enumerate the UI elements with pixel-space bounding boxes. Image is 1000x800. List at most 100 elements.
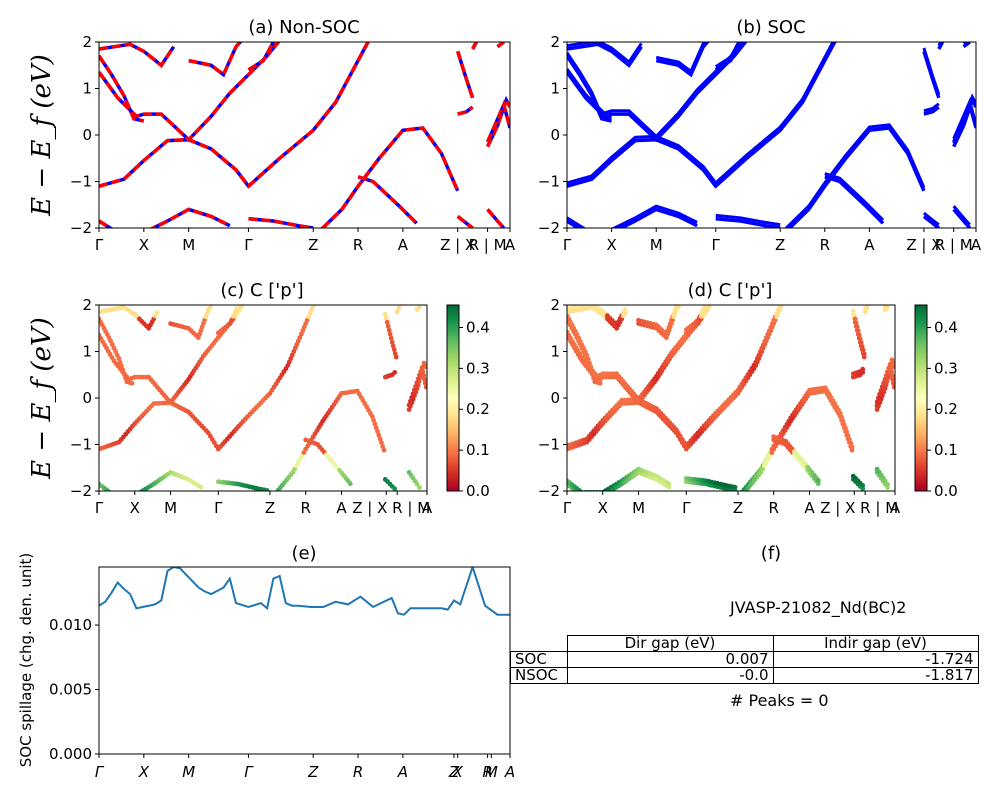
xtick-label: M (632, 499, 645, 517)
projection-point (815, 478, 821, 483)
projection-point (381, 447, 387, 453)
xtick-label: Z | X (440, 236, 475, 254)
projection-point (376, 432, 382, 438)
xtick-label: Z | X (906, 236, 941, 254)
ytick-label: 0 (550, 126, 560, 144)
projection-point (384, 319, 390, 325)
projection-point (392, 486, 398, 491)
projection-point (591, 372, 596, 377)
ytick-label: −2 (70, 482, 92, 500)
projection-point (891, 381, 895, 387)
projection-point (423, 384, 427, 390)
panel-d-frame (566, 304, 896, 492)
panel-d-title: (d) C ['p'] (688, 280, 773, 301)
ytick-label: 1 (550, 80, 560, 98)
projection-point (583, 493, 588, 498)
xtick-label: X (452, 763, 464, 781)
ytick-label: 2 (550, 33, 560, 51)
panel-a-ylabel: E − E_f (eV) (27, 54, 57, 217)
header-dir-gap: Dir gap (eV) (566, 635, 774, 652)
xtick-label: Z (733, 499, 743, 517)
projection-point (597, 380, 603, 386)
xtick-label: Γ (214, 499, 223, 517)
projection-point (885, 481, 890, 487)
xtick-label: X (138, 763, 150, 781)
projection-point (371, 417, 376, 423)
band-line (99, 207, 231, 228)
row-label-soc: SOC (510, 651, 568, 668)
projection-point (778, 305, 784, 309)
colorbar-label: 0.3 (934, 359, 958, 377)
band-line (485, 99, 510, 143)
projection-point (680, 296, 685, 301)
xtick-label: R (820, 236, 830, 254)
projection-point (888, 366, 894, 371)
projection-point (391, 347, 397, 352)
band-line (923, 102, 940, 113)
projection-point (882, 380, 888, 386)
panel-c-colorbar (446, 304, 460, 492)
projection-point (388, 335, 394, 341)
projection-point (874, 402, 880, 408)
projection-point (708, 305, 713, 307)
projection-point (369, 414, 375, 419)
band-line (567, 42, 748, 143)
projection-point (109, 491, 114, 496)
xtick-label: A (864, 236, 875, 254)
ytick-label: 0 (82, 389, 92, 407)
projection-point (858, 340, 864, 346)
projection-point (411, 387, 417, 393)
projection-point (422, 377, 427, 382)
projection-point (420, 369, 426, 374)
table-row: NSOC -0.0 -1.817 (510, 667, 979, 684)
band-line (923, 105, 940, 116)
xtick-label: Γ (244, 236, 253, 254)
xtick-label: Γ (563, 236, 572, 254)
projection-point (422, 380, 427, 386)
band-line (937, 42, 945, 50)
xtick-label: X (130, 499, 140, 517)
band-line (320, 126, 460, 228)
xtick-label: M (182, 763, 195, 781)
ytick-label: 0.010 (49, 616, 92, 634)
ytick-label: −1 (538, 436, 560, 454)
band-line (937, 42, 943, 47)
projection-point (861, 351, 867, 357)
ytick-label: 0.005 (49, 681, 92, 699)
projection-point (588, 364, 594, 370)
projection-point (264, 488, 270, 491)
xtick-label: Z (775, 236, 785, 254)
xtick-label: R (482, 763, 492, 781)
header-indir-gap: Indir gap (eV) (772, 635, 979, 652)
projection-point (577, 488, 582, 491)
panel-d-colorbar (914, 304, 928, 492)
projection-point (839, 414, 844, 420)
projection-point (887, 362, 893, 367)
projection-point (840, 418, 846, 424)
projection-point (314, 305, 316, 306)
projection-point (680, 299, 685, 304)
band-line (952, 205, 971, 226)
band-line (357, 175, 418, 225)
xtick-label: M (650, 236, 663, 254)
projection-point (732, 484, 738, 490)
projection-point (702, 305, 707, 308)
projection-point (229, 317, 235, 323)
colorbar-label: 0.1 (934, 441, 958, 459)
projection-point (386, 327, 392, 333)
xtick-label: M (164, 499, 177, 517)
colorbar-label: 0.0 (466, 482, 490, 500)
projection-point (393, 354, 399, 360)
projection-point (417, 305, 422, 310)
projection-point (678, 298, 683, 303)
projection-point (373, 425, 379, 431)
xtick-label: A (505, 236, 516, 254)
projection-point (419, 365, 425, 371)
projection-point (876, 398, 881, 404)
band-line (99, 54, 145, 123)
band-line (457, 105, 474, 116)
panel-c-frame (98, 304, 428, 492)
projection-point (782, 294, 787, 299)
colorbar-label: 0.3 (466, 359, 490, 377)
projection-point (379, 440, 384, 445)
